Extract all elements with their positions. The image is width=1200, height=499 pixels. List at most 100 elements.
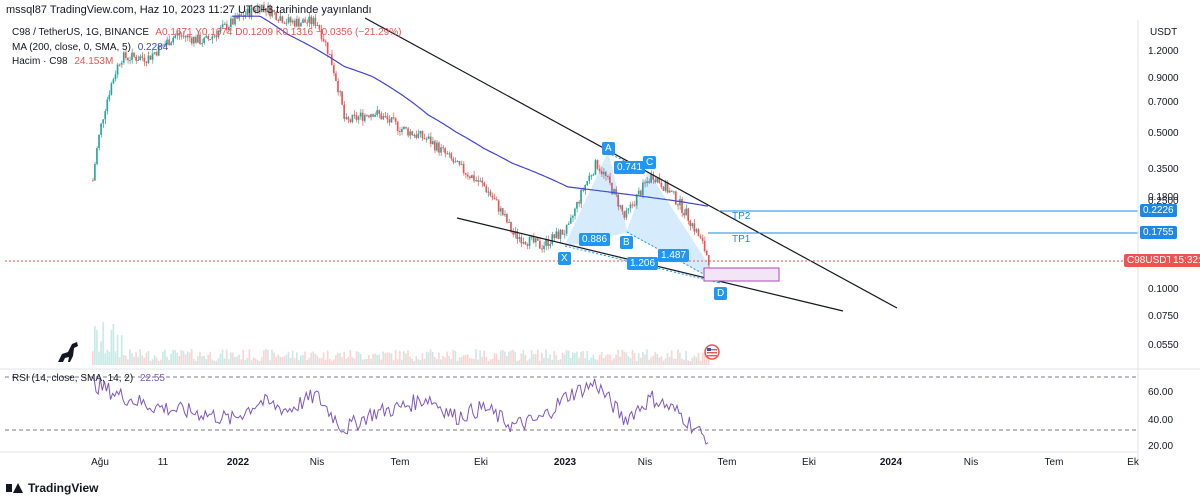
candle-body (592, 174, 595, 176)
candle-body (310, 16, 313, 25)
volume-bar (475, 349, 477, 365)
volume-bar (516, 360, 519, 365)
time-tick-label: 2023 (554, 457, 577, 468)
candle-body (223, 23, 226, 25)
candle-body (330, 54, 333, 66)
volume-bar (642, 352, 644, 365)
volume-bar (127, 359, 129, 365)
volume-bar (501, 349, 504, 365)
ma-label[interactable]: MA (200, close, 0, SMA, 5) (12, 42, 131, 53)
volume-bar (497, 359, 500, 365)
dino-icon[interactable] (58, 342, 78, 362)
volume-bar (662, 360, 665, 365)
volume-bar (691, 357, 694, 365)
volume-bar (312, 351, 315, 365)
candle-body (205, 36, 207, 38)
volume-bar (621, 349, 624, 365)
volume-bar (295, 352, 298, 365)
candle-body (475, 180, 477, 182)
volume-bar (353, 358, 356, 365)
volume-bar (409, 356, 411, 365)
volume-bar (147, 351, 150, 365)
volume-bar (582, 351, 584, 365)
volume-bar (203, 355, 205, 365)
candle-body (302, 19, 304, 24)
time-tick-label: Eki (802, 457, 816, 468)
pattern-point-a[interactable]: A (602, 142, 615, 155)
volume-bar (444, 357, 446, 365)
volume-bar (468, 357, 471, 365)
candle-body (213, 35, 216, 37)
volume-bar (553, 351, 556, 365)
volume-bar (654, 351, 657, 365)
tp1-label: TP1 (732, 234, 751, 245)
rsi-value: 22.55 (139, 373, 165, 384)
candle-body (230, 18, 232, 28)
pattern-point-x[interactable]: X (558, 252, 571, 265)
ratio-bcd: 1.487 (658, 249, 690, 262)
volume-bars (92, 322, 710, 365)
symbol-label[interactable]: C98 / TetherUS, 1G, BINANCE (12, 27, 150, 38)
candle-body (415, 134, 418, 138)
pattern-point-b[interactable]: B (620, 236, 633, 249)
volume-bar (431, 351, 434, 365)
rsi-label[interactable]: RSI (14, close, SMA, 14, 2) (12, 373, 134, 384)
volume-label[interactable]: Hacim · C98 (12, 56, 68, 67)
volume-bar (598, 354, 601, 365)
candle-body (118, 64, 121, 66)
rsi-tick-label: 20.00 (1148, 441, 1173, 452)
volume-bar (394, 349, 397, 365)
candle-body (613, 189, 615, 195)
candle-body (672, 191, 675, 193)
tp2-label: TP2 (732, 211, 751, 222)
flag-icon[interactable] (704, 344, 720, 360)
tradingview-brand[interactable]: TradingView (6, 481, 98, 495)
candle-body (677, 204, 679, 206)
volume-bar (596, 360, 599, 365)
tp2-price-label: 0.2226 (1140, 204, 1177, 217)
symbol-price-tag: C98USDT (1124, 254, 1176, 267)
volume-bar (380, 359, 383, 365)
candle-body (363, 115, 366, 121)
pattern-point-c[interactable]: C (643, 156, 657, 169)
candle-body (287, 17, 290, 23)
volume-bar (594, 359, 597, 365)
candle-body (396, 121, 399, 132)
candle-body (320, 29, 323, 39)
candle-body (524, 242, 527, 245)
volume-bar (625, 352, 628, 365)
pattern-point-d[interactable]: D (714, 287, 728, 300)
candle-body (679, 199, 681, 206)
candle-body (693, 223, 696, 232)
candle-body (262, 4, 265, 9)
candle-body (258, 6, 261, 13)
candle-body (522, 242, 525, 244)
candle-body (254, 10, 257, 12)
volume-bar (368, 355, 370, 365)
candle-body (166, 39, 168, 45)
volume-bar (586, 351, 589, 365)
volume-bar (454, 351, 457, 365)
volume-bar (96, 329, 98, 365)
candle-body (648, 181, 650, 183)
volume-bar (269, 360, 271, 365)
volume-bar (162, 351, 164, 365)
candle-body (695, 229, 698, 232)
candle-body (670, 190, 673, 192)
volume-bar (403, 351, 405, 365)
candle-body (532, 236, 535, 243)
volume-bar (699, 360, 702, 365)
volume-bar (584, 358, 586, 365)
candle-body (328, 53, 331, 55)
candle-body (120, 62, 123, 65)
volume-bar (291, 350, 294, 365)
candle-body (668, 190, 671, 193)
target-zone[interactable] (703, 267, 780, 282)
candle-body (662, 186, 665, 191)
volume-bar (462, 355, 465, 365)
volume-bar (267, 350, 269, 365)
volume-bar (518, 360, 521, 365)
candle-body (246, 8, 249, 15)
candle-body (646, 181, 648, 184)
volume-bar (532, 353, 535, 365)
